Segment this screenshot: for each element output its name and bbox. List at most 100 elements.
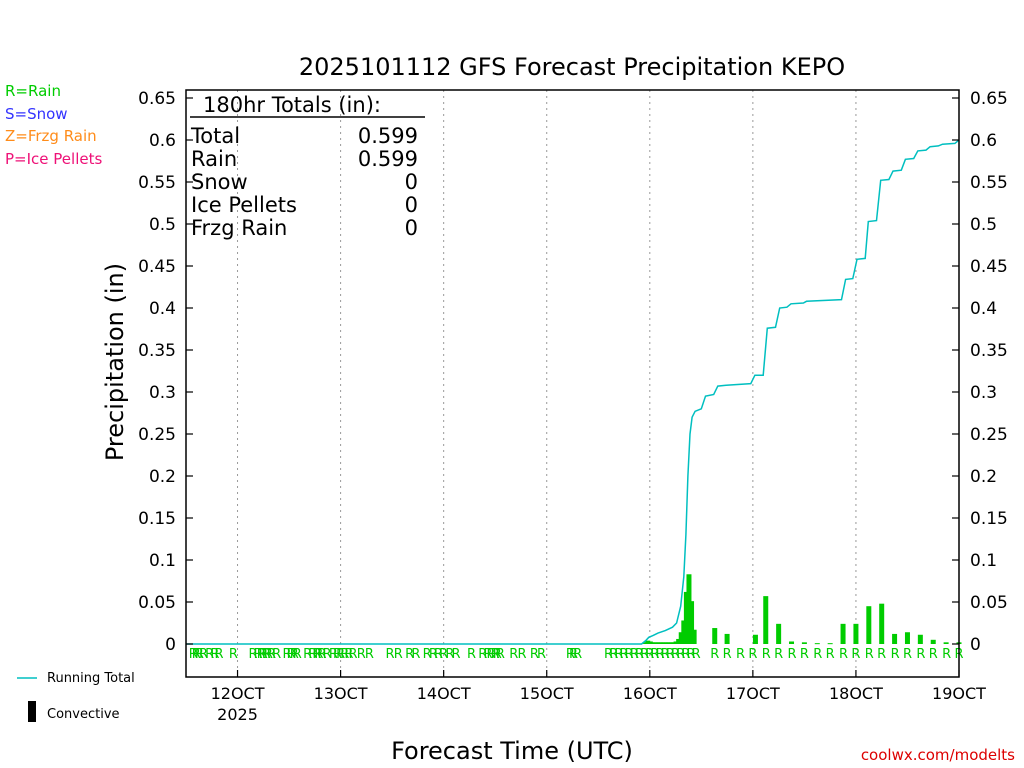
y-tick-label-left: 0.5	[149, 215, 176, 235]
precip-bar	[686, 574, 692, 644]
precip-type-marker: R	[312, 647, 321, 662]
totals-label-total: Total	[190, 124, 240, 148]
totals-label-rain: Rain	[191, 147, 237, 171]
precip-bar	[673, 641, 679, 644]
x-tick-label: 17OCT	[726, 684, 780, 703]
totals-label-frzg-rain: Frzg Rain	[191, 216, 287, 240]
precip-type-marker: R	[491, 647, 500, 662]
x-tick-label: 18OCT	[829, 684, 883, 703]
precip-type-marker: R	[630, 647, 639, 662]
precip-type-marker: R	[692, 647, 701, 662]
y-tick-label-right: 0.5	[970, 215, 997, 235]
precip-type-marker: R	[467, 647, 476, 662]
precip-type-marker: R	[308, 647, 317, 662]
precip-type-marker: R	[604, 647, 613, 662]
x-tick-label: 14OCT	[417, 684, 471, 703]
precip-type-marker: R	[566, 647, 575, 662]
precip-bar	[712, 628, 718, 644]
precip-bar	[683, 591, 689, 644]
totals-label-ice-pellets: Ice Pellets	[191, 193, 297, 217]
precip-type-marker: R	[333, 647, 342, 662]
precip-bar	[663, 642, 669, 644]
precip-type-marker: R	[318, 647, 327, 662]
y-tick-label-left: 0.6	[149, 131, 176, 151]
precip-type-marker: R	[452, 647, 461, 662]
y-tick-label-right: 0.15	[970, 509, 1008, 529]
x-axis-label: Forecast Time (UTC)	[391, 737, 633, 765]
convective-swatch	[28, 701, 36, 722]
precip-type-marker: R	[267, 647, 276, 662]
precip-type-marker: R	[640, 647, 649, 662]
precip-type-marker: R	[774, 647, 783, 662]
y-tick-label-left: 0.35	[138, 341, 176, 361]
precip-bar	[943, 642, 949, 644]
precip-type-marker: R	[496, 647, 505, 662]
precip-type-marker: R	[405, 647, 414, 662]
precip-type-marker: R	[839, 647, 848, 662]
precip-type-marker: R	[429, 647, 438, 662]
y-tick-label-left: 0.1	[149, 551, 176, 571]
y-axis-ticks: 0 00.05 0.050.1 0.10.15 0.150.2 0.20.25 0.250.…	[138, 89, 1008, 655]
chart-title: 2025101112 GFS Forecast Precipitation KE…	[299, 53, 845, 81]
y-tick-label-left: 0.65	[138, 89, 176, 109]
precip-bar	[676, 638, 682, 644]
x-tick-label: 15OCT	[520, 684, 574, 703]
precip-type-marker: R	[262, 647, 271, 662]
precip-bar	[691, 629, 697, 644]
y-tick-label-right: 0.4	[970, 299, 997, 319]
precip-type-marker: R	[314, 647, 323, 662]
precip-type-marker: R	[287, 647, 296, 662]
y-tick-label-right: 0.2	[970, 467, 997, 487]
precip-bar	[724, 633, 730, 644]
precip-bar	[681, 620, 687, 644]
precip-type-marker: R	[671, 647, 680, 662]
precip-type-marker: R	[891, 647, 900, 662]
precip-type-marker: R	[336, 647, 345, 662]
y-tick-label-left: 0.2	[149, 467, 176, 487]
precip-bar	[652, 642, 658, 644]
y-tick-label-right: 0.6	[970, 131, 997, 151]
precip-type-marker: R	[257, 647, 266, 662]
precip-type-marker: R	[195, 647, 204, 662]
y-tick-label-right: 0.35	[970, 341, 1008, 361]
precip-type-marker: R	[573, 647, 582, 662]
precip-type-marker: R	[625, 647, 634, 662]
precip-type-marker: R	[687, 647, 696, 662]
precip-bar	[917, 634, 923, 644]
totals-label-snow: Snow	[191, 170, 248, 194]
precip-bar	[689, 601, 695, 644]
precip-type-marker: R	[666, 647, 675, 662]
running-total-series	[186, 139, 960, 645]
precip-type-marker: R	[723, 647, 732, 662]
precip-type-marker: R	[942, 647, 951, 662]
y-tick-label-right: 0.1	[970, 551, 997, 571]
precip-bar	[879, 603, 885, 644]
precip-type-marker: R	[344, 647, 353, 662]
convective-legend-label: Convective	[47, 707, 120, 722]
plot-frame	[185, 89, 960, 678]
y-tick-label-left: 0.15	[138, 509, 176, 529]
precip-bar	[827, 643, 833, 645]
precip-type-marker: R	[929, 647, 938, 662]
precip-type-marker: R	[676, 647, 685, 662]
precip-type-marker: R	[192, 647, 201, 662]
precip-bar	[801, 642, 807, 644]
precip-type-marker: R	[916, 647, 925, 662]
precip-type-marker: R	[813, 647, 822, 662]
precip-type-marker: R	[826, 647, 835, 662]
precip-type-marker: R	[517, 647, 526, 662]
precip-type-marker: R	[483, 647, 492, 662]
watermark: coolwx.com/modelts	[861, 746, 1015, 764]
precip-bar	[866, 606, 872, 644]
precip-type-marker: R	[530, 647, 539, 662]
x-tick-label: 12OCT	[211, 684, 265, 703]
legend-snow: S=Snow	[5, 105, 68, 123]
precip-bar	[776, 623, 782, 644]
legend-frzg-rain: Z=Frzg Rain	[5, 127, 97, 145]
precip-bar	[930, 639, 936, 644]
y-tick-label-right: 0	[970, 635, 981, 655]
precip-bar	[904, 632, 910, 644]
precip-bar	[642, 642, 648, 644]
precip-bar	[892, 633, 898, 644]
precip-type-marker: R	[710, 647, 719, 662]
